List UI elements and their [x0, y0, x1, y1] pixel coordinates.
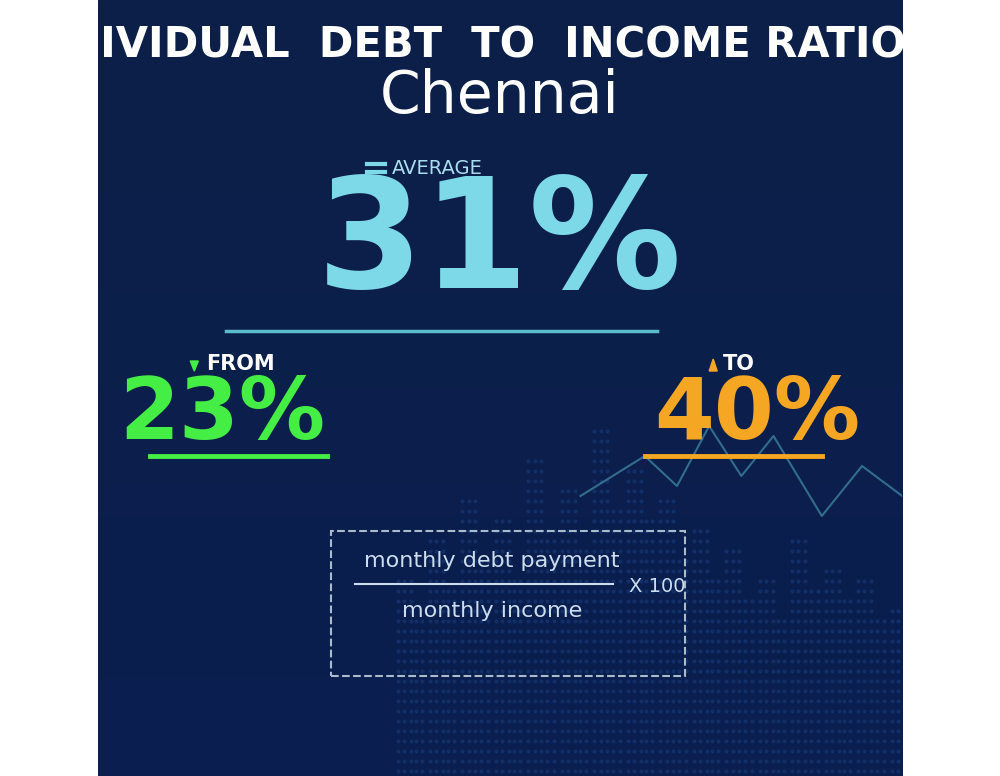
Text: 40%: 40% — [654, 375, 861, 458]
Text: 31%: 31% — [317, 171, 683, 320]
Text: monthly debt payment: monthly debt payment — [364, 551, 620, 571]
Text: 23%: 23% — [119, 375, 326, 458]
Text: TO: TO — [723, 354, 755, 374]
Text: INDIVIDUAL  DEBT  TO  INCOME RATIO  IN: INDIVIDUAL DEBT TO INCOME RATIO IN — [15, 25, 985, 67]
Text: Chennai: Chennai — [380, 68, 620, 124]
Text: monthly income: monthly income — [402, 601, 582, 621]
Polygon shape — [709, 359, 717, 371]
Text: AVERAGE: AVERAGE — [391, 158, 482, 178]
Text: X 100: X 100 — [629, 577, 685, 595]
Polygon shape — [190, 361, 198, 371]
Text: FROM: FROM — [206, 354, 275, 374]
